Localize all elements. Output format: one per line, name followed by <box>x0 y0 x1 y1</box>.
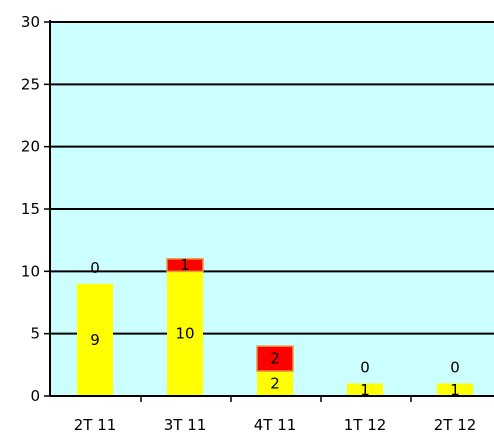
bar-segment <box>256 345 294 372</box>
x-category-label: 1T 12 <box>344 416 387 433</box>
bar-segment <box>167 271 203 396</box>
y-tick-label: 15 <box>21 200 40 218</box>
bar-segment <box>166 258 204 273</box>
data-label: 0 <box>90 259 100 277</box>
x-category-label: 4T 11 <box>254 416 297 433</box>
x-category-label: 2T 12 <box>434 416 477 433</box>
bar-segment <box>347 383 383 396</box>
y-tick-label: 25 <box>21 75 40 93</box>
gridlines <box>50 21 494 335</box>
x-category-label: 2T 11 <box>74 416 117 433</box>
bar-segment <box>77 283 113 396</box>
x-category-label: 3T 11 <box>164 416 207 433</box>
data-label: 10 <box>175 325 194 343</box>
data-label: 2 <box>270 350 280 368</box>
bar-segment <box>437 383 473 396</box>
y-tick-label: 0 <box>30 387 40 405</box>
y-tick-label: 20 <box>21 138 40 156</box>
bar-segment <box>257 371 293 396</box>
data-label: 1 <box>180 256 190 274</box>
data-label: 2 <box>270 375 280 393</box>
y-tick-label: 5 <box>30 325 40 343</box>
data-label: 9 <box>90 331 100 349</box>
y-tick-label: 10 <box>21 262 40 280</box>
data-label: 0 <box>450 359 460 377</box>
bars <box>77 258 473 396</box>
data-label: 1 <box>450 381 460 399</box>
data-label: 1 <box>360 381 370 399</box>
y-tick-label: 30 <box>21 13 40 31</box>
data-label: 0 <box>360 359 370 377</box>
